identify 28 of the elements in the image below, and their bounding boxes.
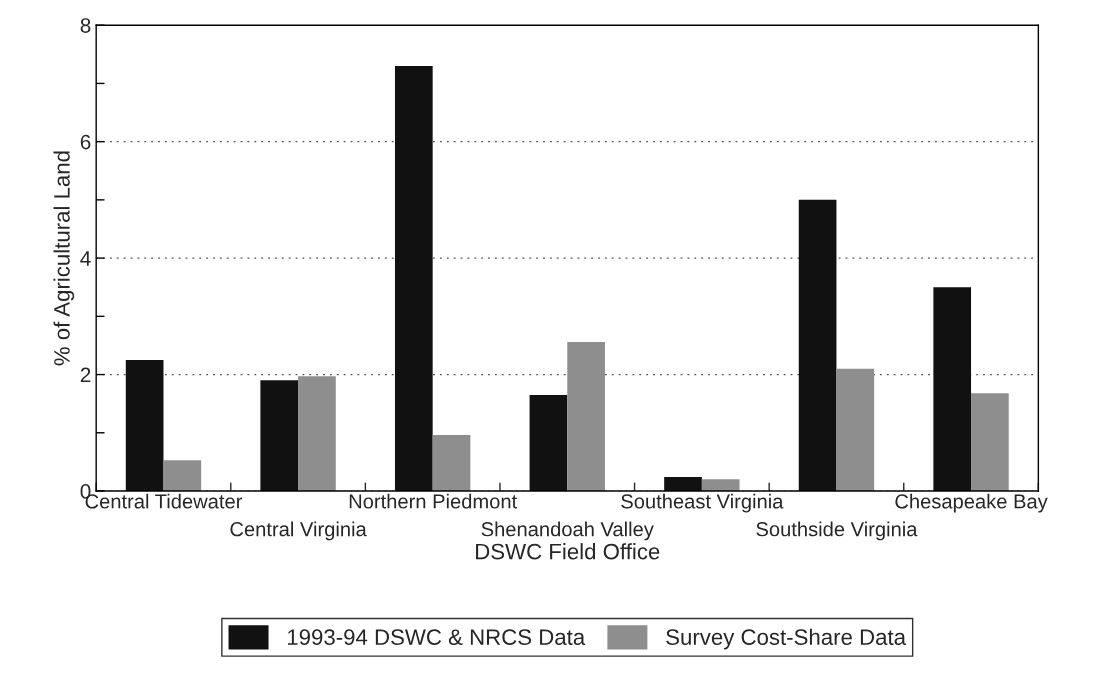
bar bbox=[163, 460, 202, 491]
x-tick-label: Northern Piedmont bbox=[349, 493, 518, 509]
x-tick-label: Southside Virginia bbox=[756, 521, 918, 541]
bar bbox=[298, 376, 336, 491]
y-axis-title: % of Agricultural Land bbox=[53, 151, 75, 366]
bar bbox=[394, 65, 433, 491]
bar bbox=[125, 359, 164, 491]
bar bbox=[971, 393, 1009, 491]
y-tick-label: 2 bbox=[80, 367, 91, 383]
legend-label: Survey Cost-Share Data bbox=[666, 628, 907, 650]
bar bbox=[567, 341, 605, 491]
bar bbox=[798, 199, 837, 491]
bar bbox=[432, 435, 471, 491]
x-axis-title: DSWC Field Office bbox=[476, 543, 660, 560]
bar bbox=[664, 477, 702, 491]
bar bbox=[836, 368, 875, 491]
x-tick-label: Southeast Virginia bbox=[621, 493, 784, 513]
bar bbox=[933, 287, 972, 491]
legend-label: 1993-94 DSWC & NRCS Data bbox=[288, 629, 586, 645]
x-tick-label: Shenandoah Valley bbox=[481, 521, 654, 541]
x-tick-label: Central Virginia bbox=[230, 521, 367, 541]
bar bbox=[529, 394, 568, 491]
bar bbox=[701, 479, 740, 491]
y-tick-label: 8 bbox=[80, 18, 91, 33]
y-tick-label: 6 bbox=[80, 134, 91, 150]
bar bbox=[260, 380, 299, 491]
x-tick-label: Chesapeake Bay bbox=[895, 493, 1048, 513]
y-tick-label: 4 bbox=[80, 251, 91, 266]
